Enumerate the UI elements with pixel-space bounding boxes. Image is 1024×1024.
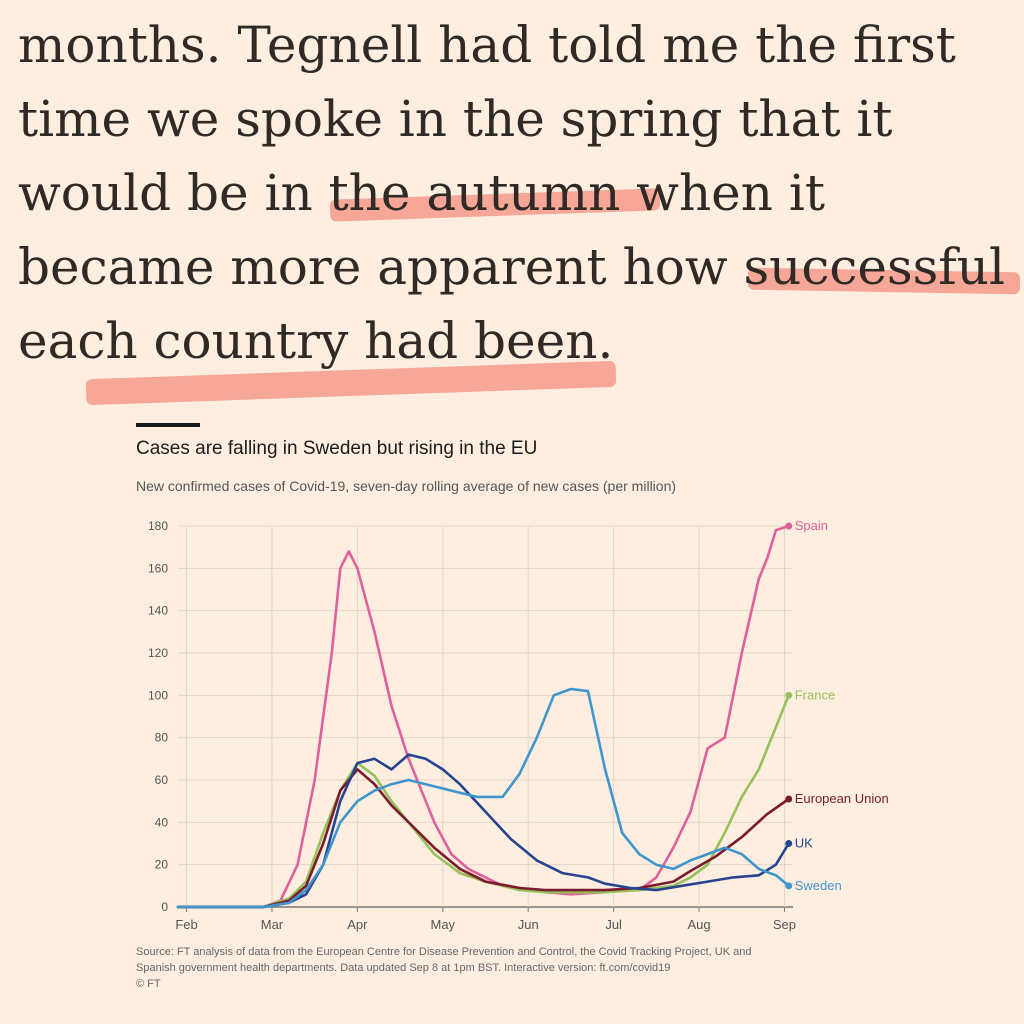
series-label-spain: Spain bbox=[795, 518, 828, 533]
x-tick-label-Feb: Feb bbox=[175, 917, 197, 932]
x-tick-label-May: May bbox=[431, 917, 456, 932]
chart-top-rule bbox=[136, 423, 200, 427]
x-tick-label-Apr: Apr bbox=[347, 917, 368, 932]
y-tick-label-40: 40 bbox=[155, 815, 169, 829]
series-label-sweden: Sweden bbox=[795, 878, 842, 893]
copyright: © FT bbox=[136, 978, 161, 990]
y-tick-label-60: 60 bbox=[155, 773, 169, 787]
series-line-sweden bbox=[176, 687, 791, 909]
series-label-uk: UK bbox=[795, 836, 813, 851]
x-tick-label-Sep: Sep bbox=[773, 917, 796, 932]
y-tick-label-20: 20 bbox=[155, 858, 169, 872]
article-line-1: months. Tegnell had told me the first bbox=[18, 16, 956, 74]
series-line-spain bbox=[176, 524, 791, 909]
x-tick-label-Jun: Jun bbox=[518, 917, 539, 932]
article-line-3: would be in the autumn when it bbox=[18, 164, 825, 222]
source-line-2: Spanish government health departments. D… bbox=[136, 962, 671, 974]
chart-title: Cases are falling in Sweden but rising i… bbox=[136, 438, 538, 459]
article-line-4: became more apparent how successful bbox=[18, 238, 1005, 296]
series-line-uk bbox=[176, 753, 791, 909]
series-endpoint-france bbox=[785, 691, 793, 699]
series-endpoint-sweden bbox=[785, 882, 793, 890]
x-tick-label-Mar: Mar bbox=[261, 917, 284, 932]
series-line-european-union bbox=[176, 768, 791, 909]
x-tick-label-Aug: Aug bbox=[687, 917, 710, 932]
y-tick-label-100: 100 bbox=[148, 688, 168, 702]
y-tick-label-0: 0 bbox=[161, 900, 168, 914]
y-tick-label-120: 120 bbox=[148, 646, 168, 660]
series-label-france: France bbox=[795, 687, 835, 702]
series-label-european-union: European Union bbox=[795, 791, 889, 806]
article-line-2: time we spoke in the spring that it bbox=[18, 90, 893, 148]
y-tick-label-140: 140 bbox=[148, 604, 168, 618]
y-tick-label-160: 160 bbox=[148, 561, 168, 575]
series-endpoint-uk bbox=[785, 840, 793, 847]
series-endpoint-european-union bbox=[785, 795, 793, 803]
chart-subtitle: New confirmed cases of Covid-19, seven-d… bbox=[136, 478, 677, 494]
y-tick-label-80: 80 bbox=[155, 731, 169, 745]
chart-source: Source: FT analysis of data from the Eur… bbox=[136, 944, 896, 992]
series-endpoint-spain bbox=[785, 522, 793, 530]
y-tick-label-180: 180 bbox=[148, 519, 168, 533]
source-line-1: Source: FT analysis of data from the Eur… bbox=[136, 946, 752, 958]
x-tick-label-Jul: Jul bbox=[605, 917, 622, 932]
article-line-5: each country had been. bbox=[18, 312, 614, 370]
covid-cases-chart: 0 20 40 60 80 100 120 140 160 180 Feb Mar Apr May Jun J… bbox=[148, 518, 889, 932]
